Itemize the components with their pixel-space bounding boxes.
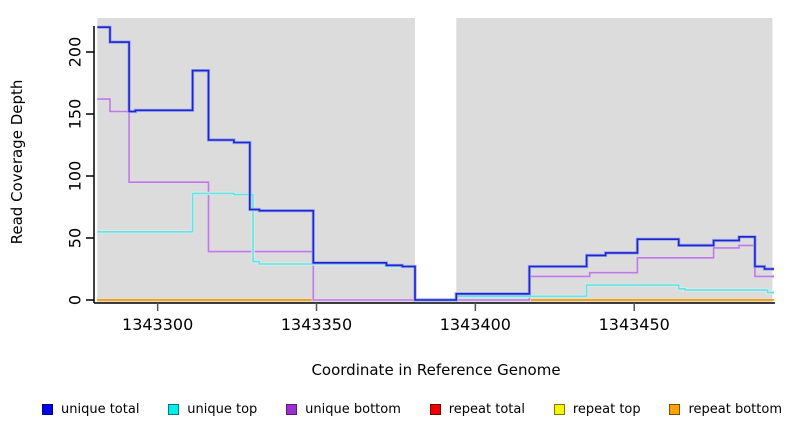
legend-label: repeat top — [572, 402, 641, 417]
legend: unique total unique top unique bottom repea… — [42, 402, 782, 417]
legend-label: unique top — [187, 402, 258, 417]
y-tick-label: 100 — [66, 161, 85, 192]
y-tick-label: 150 — [66, 99, 85, 130]
x-tick-label: 1343300 — [122, 315, 193, 334]
legend-item-repeat-total: repeat total — [429, 402, 525, 417]
series-line-unique-bottom — [97, 98, 774, 301]
legend-item-repeat-bottom: repeat bottom — [669, 402, 782, 417]
legend-item-unique-total: unique total — [42, 402, 139, 417]
legend-swatch-repeat-top — [553, 404, 565, 415]
x-tick-label: 1343450 — [599, 315, 670, 334]
legend-swatch-repeat-bottom — [669, 404, 681, 415]
legend-item-repeat-top: repeat top — [553, 402, 641, 417]
series-line-unique-total — [97, 26, 774, 301]
legend-swatch-unique-total — [42, 404, 53, 415]
legend-swatch-unique-top — [168, 404, 180, 415]
x-axis-title: Coordinate in Reference Genome — [311, 361, 561, 379]
coverage-band — [97, 18, 415, 303]
coverage-band — [456, 18, 773, 303]
legend-swatch-repeat-total — [429, 404, 441, 415]
legend-swatch-unique-bottom — [286, 404, 298, 415]
legend-label: repeat total — [448, 402, 525, 417]
x-tick-label: 1343350 — [281, 315, 352, 334]
legend-item-unique-top: unique top — [168, 402, 257, 417]
legend-label: repeat bottom — [688, 402, 782, 417]
legend-label: unique total — [61, 402, 140, 417]
y-tick-label: 0 — [66, 295, 85, 305]
x-tick-label: 1343400 — [440, 315, 511, 334]
y-tick-label: 50 — [66, 228, 85, 248]
legend-label: unique bottom — [305, 402, 401, 417]
y-axis-title: Read Coverage Depth — [8, 79, 26, 245]
y-tick-label: 200 — [66, 37, 85, 68]
legend-item-unique-bottom: unique bottom — [286, 402, 401, 417]
